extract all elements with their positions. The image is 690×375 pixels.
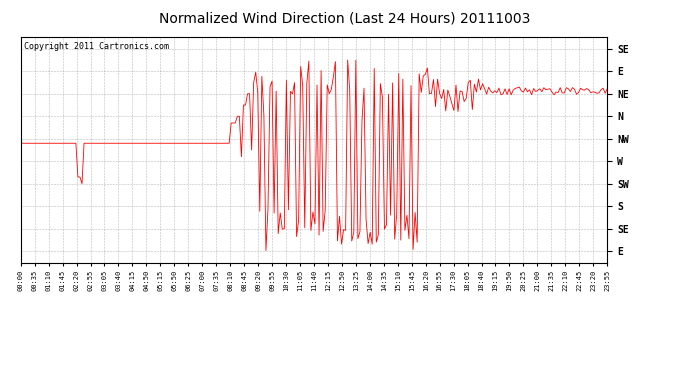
- Text: Copyright 2011 Cartronics.com: Copyright 2011 Cartronics.com: [23, 42, 168, 51]
- Text: Normalized Wind Direction (Last 24 Hours) 20111003: Normalized Wind Direction (Last 24 Hours…: [159, 11, 531, 25]
